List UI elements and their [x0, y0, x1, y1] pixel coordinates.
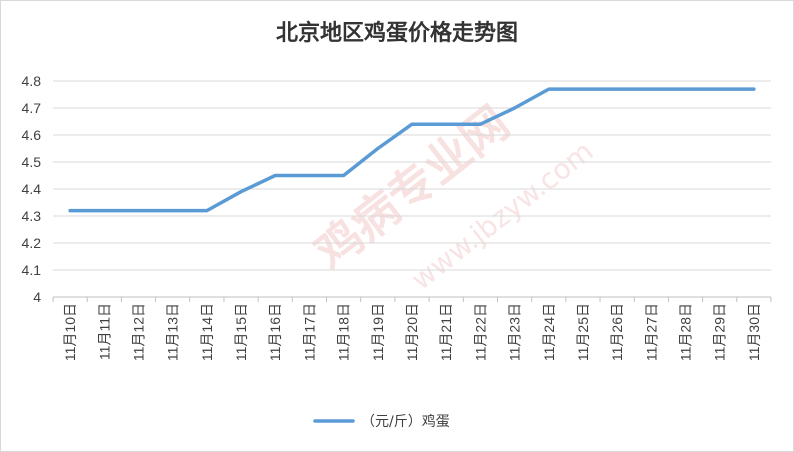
- y-tick-label: 4.7: [22, 100, 42, 116]
- y-tick-label: 4: [33, 289, 41, 305]
- y-tick-label: 4.8: [22, 73, 42, 89]
- x-tick-label: 11月27日: [643, 303, 659, 361]
- y-axis-ticks: 4 4.1 4.2 4.3 4.4 4.5 4.6 4.7 4.8: [22, 73, 42, 305]
- x-tick-label: 11月24日: [541, 303, 557, 361]
- series-layer: [68, 87, 756, 213]
- x-tick-label: 11月26日: [609, 303, 625, 361]
- x-tick-label: 11月14日: [199, 303, 215, 361]
- x-tick-label: 11月23日: [507, 303, 523, 361]
- x-tick-label: 11月30日: [746, 303, 762, 361]
- x-tick-label: 11月28日: [678, 303, 694, 361]
- x-tick-label: 11月25日: [575, 303, 591, 361]
- x-tick-label: 11月13日: [165, 303, 181, 361]
- x-tick-label: 11月29日: [712, 303, 728, 361]
- x-tick-label: 11月20日: [404, 303, 420, 361]
- x-tick-label: 11月15日: [233, 303, 249, 361]
- x-tick-label: 11月16日: [267, 303, 283, 361]
- y-tick-label: 4.4: [22, 181, 42, 197]
- gridlines: [53, 80, 771, 271]
- y-tick-label: 4.5: [22, 154, 42, 170]
- y-tick-label: 4.2: [22, 235, 42, 251]
- legend: （元/斤）鸡蛋: [313, 413, 450, 430]
- x-tick-label: 11月10日: [62, 303, 78, 361]
- x-tick-label: 11月17日: [301, 303, 317, 361]
- y-tick-label: 4.6: [22, 127, 42, 143]
- x-tick-label: 11月18日: [336, 303, 352, 361]
- x-axis: [52, 296, 772, 302]
- y-tick-label: 4.3: [22, 208, 42, 224]
- legend-label: （元/斤）鸡蛋: [361, 413, 450, 430]
- x-tick-label: 11月12日: [130, 303, 146, 361]
- x-tick-label: 11月19日: [370, 303, 386, 361]
- series-line: [68, 87, 756, 213]
- x-tick-label: 11月11日: [96, 303, 112, 360]
- x-tick-label: 11月21日: [438, 303, 454, 361]
- y-tick-label: 4.1: [22, 262, 42, 278]
- chart-title: 北京地区鸡蛋价格走势图: [275, 21, 518, 46]
- x-axis-ticks: 11月10日 11月11日 11月12日 11月13日 11月14日 11月15日 11月1…: [62, 303, 762, 361]
- x-tick-label: 11月22日: [472, 303, 488, 361]
